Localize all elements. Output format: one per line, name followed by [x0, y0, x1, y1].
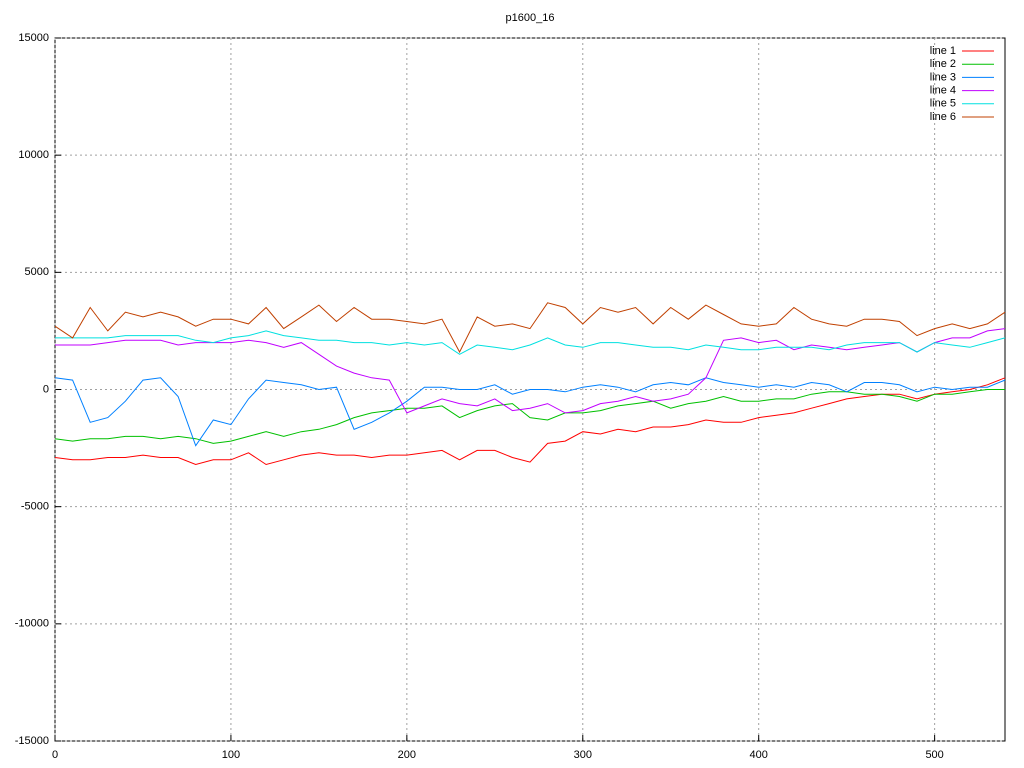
- x-tick-label: 300: [574, 749, 592, 761]
- data-line: [54, 389, 1005, 444]
- y-tick-label: 0: [43, 383, 49, 395]
- x-tick-label: 100: [222, 749, 240, 761]
- x-tick-label: 0: [52, 749, 58, 761]
- legend-label: line 5: [930, 98, 956, 110]
- x-tick-label: 500: [925, 749, 943, 761]
- y-tick-label: -5000: [21, 501, 49, 513]
- legend-label: line 3: [930, 71, 956, 83]
- data-line: [54, 377, 1006, 447]
- y-tick-label: -10000: [15, 618, 49, 630]
- data-line: [54, 377, 1006, 466]
- y-tick-label: -15000: [15, 735, 49, 747]
- legend-label: line 2: [930, 58, 956, 70]
- legend-label: line 1: [930, 45, 956, 57]
- data-line: [55, 330, 1006, 355]
- x-tick-label: 200: [398, 749, 416, 761]
- data-line: [55, 328, 1006, 414]
- y-tick-label: 15000: [18, 32, 49, 44]
- legend-label: line 4: [930, 85, 956, 97]
- x-tick-label: 400: [750, 749, 768, 761]
- y-tick-label: 10000: [18, 149, 49, 161]
- legend-label: line 6: [930, 111, 956, 123]
- chart-title: p1600_16: [506, 12, 555, 24]
- data-line: [54, 302, 1006, 354]
- y-tick-label: 5000: [25, 266, 49, 278]
